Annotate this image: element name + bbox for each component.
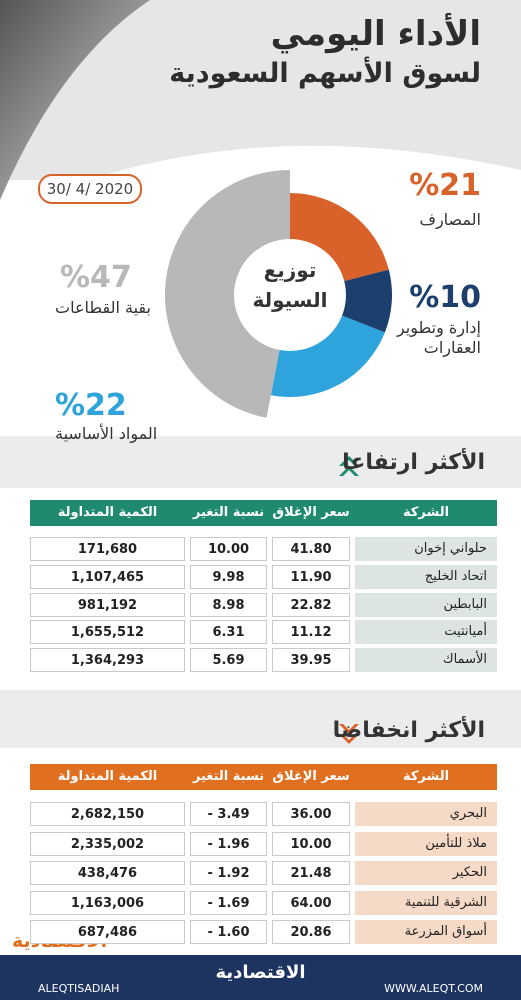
number-cell: - 1.92 bbox=[190, 861, 267, 885]
number-cell: 41.80 bbox=[272, 537, 350, 561]
company-cell: حلواني إخوان bbox=[355, 537, 497, 561]
number-cell: 64.00 bbox=[272, 890, 350, 915]
column-header: الكمية المتداولة bbox=[57, 769, 158, 784]
value-label: %22 bbox=[55, 388, 127, 423]
number-cell: 39.95 bbox=[272, 648, 350, 673]
up-icon bbox=[339, 456, 359, 476]
section-title: الأكثر انخفاضا bbox=[332, 718, 485, 743]
number-cell: 2,682,150 bbox=[30, 802, 185, 826]
column-header: الشركة bbox=[402, 505, 450, 520]
pie-slice bbox=[341, 269, 392, 333]
column-header: سعر الإغلاق bbox=[272, 505, 350, 520]
subtitle: لسوق الأسهم السعودية bbox=[169, 58, 481, 89]
footer-logo: الاقتصادية bbox=[215, 962, 306, 983]
number-cell: 1,655,512 bbox=[30, 620, 185, 645]
number-cell: 8.98 bbox=[190, 592, 267, 617]
table-header-bar bbox=[30, 764, 497, 790]
donut-hole bbox=[234, 239, 346, 351]
number-cell: 2,335,002 bbox=[30, 831, 185, 856]
footer-bar bbox=[0, 955, 521, 1000]
column-header: نسبة التغير % bbox=[192, 769, 265, 808]
company-cell: أسواق المزرعة bbox=[355, 920, 497, 944]
band bbox=[0, 690, 521, 748]
handle: ALEQTISADIAH bbox=[38, 982, 120, 995]
number-cell: 6.31 bbox=[190, 620, 267, 645]
section-title: الأكثر ارتفاعا bbox=[342, 450, 485, 475]
number-cell: 22.82 bbox=[272, 592, 350, 617]
number-cell: 1,364,293 bbox=[30, 648, 185, 673]
value-label: %10 bbox=[409, 280, 481, 315]
company-cell: الأسماك bbox=[355, 648, 497, 673]
down-icon bbox=[339, 724, 359, 744]
number-cell: 1,107,465 bbox=[30, 564, 185, 589]
number-cell: 9.98 bbox=[190, 564, 267, 589]
donut-center-label: توزيع السيولة bbox=[252, 258, 328, 312]
pie-slice bbox=[270, 315, 385, 397]
category-label: المواد الأساسية bbox=[55, 424, 158, 443]
company-cell: الشرقية للتنمية bbox=[355, 890, 497, 915]
number-cell: 21.48 bbox=[272, 861, 350, 885]
number-cell: 981,192 bbox=[30, 592, 185, 617]
company-cell: ملاذ للتأمين bbox=[355, 831, 497, 856]
category-label: المصارف bbox=[419, 210, 481, 229]
column-header: الشركة bbox=[402, 769, 450, 784]
date: 30/ 4/ 2020 bbox=[38, 174, 142, 204]
pie-slice bbox=[164, 170, 290, 418]
company-cell: اتحاد الخليج bbox=[355, 564, 497, 589]
company-cell: البحري bbox=[355, 802, 497, 826]
category-label: بقية القطاعات bbox=[55, 298, 151, 317]
number-cell: 687,486 bbox=[30, 920, 185, 944]
number-cell: 10.00 bbox=[190, 537, 267, 561]
number-cell: 11.90 bbox=[272, 564, 350, 589]
category-label: إدارة وتطوير العقارات bbox=[396, 318, 481, 357]
value-label: %47 bbox=[60, 260, 132, 295]
number-cell: - 1.69 bbox=[190, 890, 267, 915]
number-cell: - 1.96 bbox=[190, 831, 267, 856]
number-cell: - 1.60 bbox=[190, 920, 267, 944]
number-cell: 10.00 bbox=[272, 831, 350, 856]
number-cell: - 3.49 bbox=[190, 802, 267, 826]
company-cell: الحكير bbox=[355, 861, 497, 885]
column-header: الكمية المتداولة bbox=[57, 505, 158, 520]
column-header: نسبة التغير % bbox=[192, 505, 265, 544]
number-cell: 438,476 bbox=[30, 861, 185, 885]
number-cell: 20.86 bbox=[272, 920, 350, 944]
corner-shade bbox=[0, 0, 150, 200]
column-header: سعر الإغلاق bbox=[272, 769, 350, 784]
website: WWW.ALEQT.COM bbox=[384, 982, 483, 995]
value-label: %21 bbox=[409, 168, 481, 203]
title: الأداء اليومي bbox=[270, 14, 481, 54]
number-cell: 5.69 bbox=[190, 648, 267, 673]
number-cell: 36.00 bbox=[272, 802, 350, 826]
pie-slice bbox=[290, 193, 389, 282]
number-cell: 11.12 bbox=[272, 620, 350, 645]
company-cell: البابطين bbox=[355, 592, 497, 617]
number-cell: 1,163,006 bbox=[30, 890, 185, 915]
company-cell: أميانتيت bbox=[355, 620, 497, 645]
table-header-bar bbox=[30, 500, 497, 526]
number-cell: 171,680 bbox=[30, 537, 185, 561]
band bbox=[0, 436, 521, 488]
